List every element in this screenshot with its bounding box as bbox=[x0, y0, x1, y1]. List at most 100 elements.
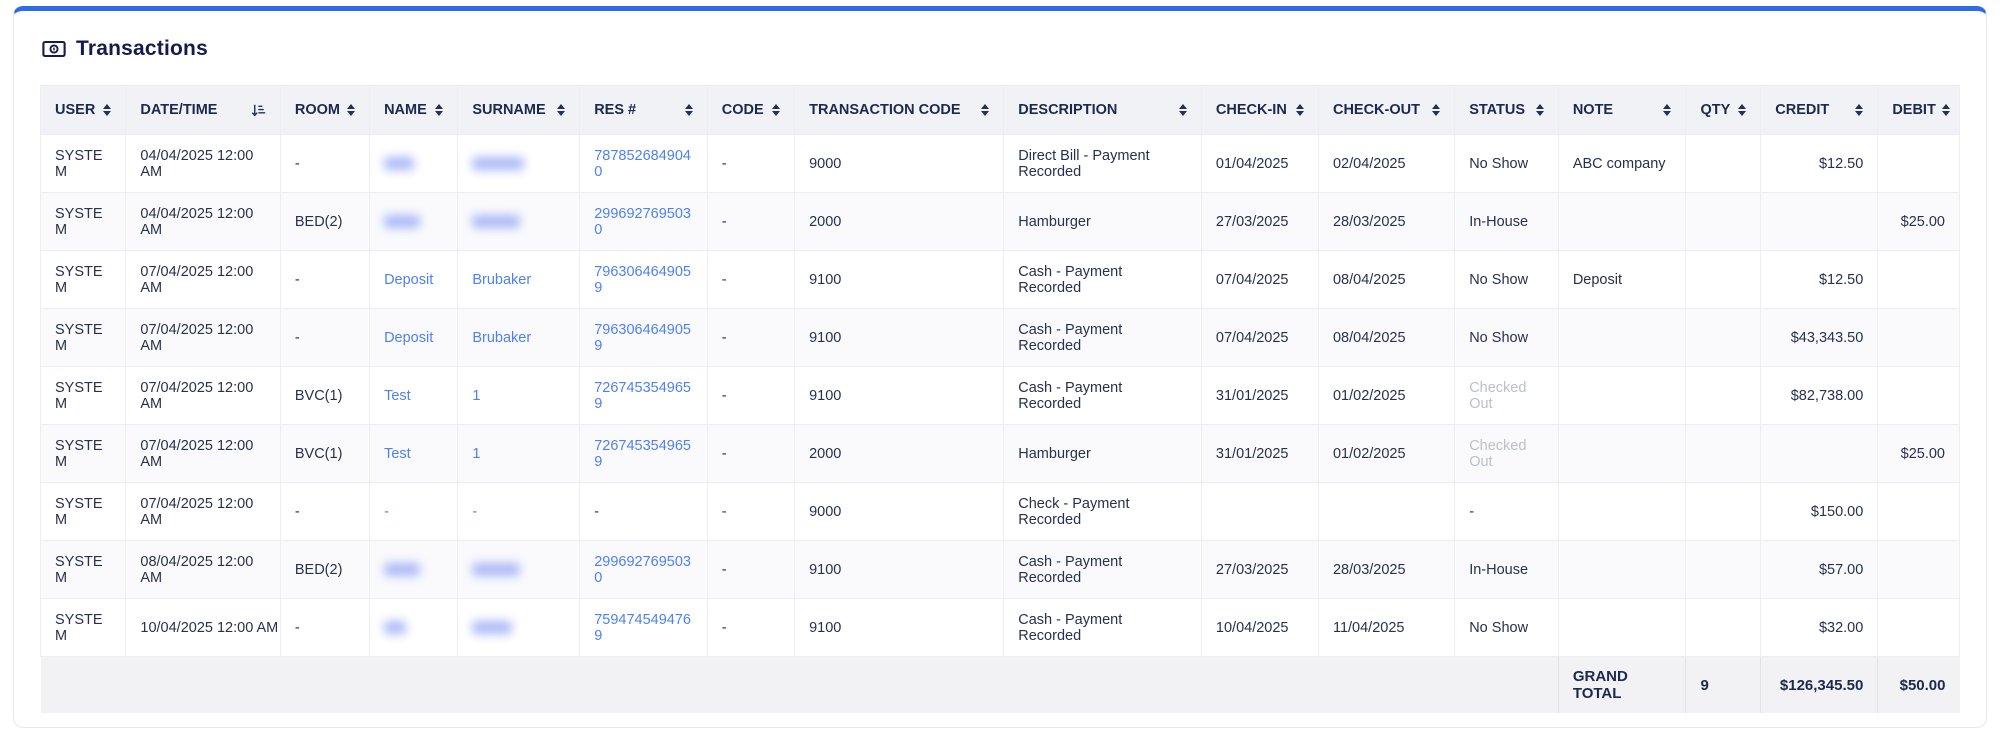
cell-text: SYSTEM bbox=[55, 321, 103, 354]
table-row: SYSTEM 04/04/2025 12:00 AM BED(2) 299692769… bbox=[39, 192, 1960, 251]
page-title: Transactions bbox=[76, 37, 208, 60]
cell-checkout: 02/04/2025 bbox=[1317, 134, 1456, 193]
cell-link[interactable]: 7963064649059 bbox=[594, 321, 691, 354]
redacted-link[interactable] bbox=[384, 621, 407, 635]
cell-res[interactable]: 7963064649059 bbox=[579, 308, 708, 367]
sort-icon[interactable] bbox=[103, 103, 112, 117]
cell-link[interactable]: 2996927695030 bbox=[594, 205, 691, 238]
redacted-link[interactable] bbox=[384, 157, 415, 171]
redacted-link[interactable] bbox=[472, 215, 521, 229]
cell-text: - bbox=[721, 155, 727, 172]
cell-credit: $12.50 bbox=[1760, 250, 1879, 309]
cell-name[interactable]: Test bbox=[369, 424, 459, 483]
cell-text: - bbox=[721, 503, 727, 520]
column-header-qty[interactable]: QTY bbox=[1685, 85, 1762, 135]
sort-icon[interactable] bbox=[1941, 103, 1950, 117]
sort-icon[interactable] bbox=[347, 103, 356, 117]
cell-checkout: 28/03/2025 bbox=[1317, 540, 1456, 599]
cell-surname[interactable]: 1 bbox=[457, 424, 581, 483]
column-header-user[interactable]: USER bbox=[39, 85, 127, 135]
column-header-code[interactable]: CODE bbox=[706, 85, 796, 135]
cell-link[interactable]: Test bbox=[384, 445, 411, 462]
cell-datetime: 07/04/2025 12:00 AM bbox=[125, 250, 281, 309]
cell-name[interactable]: Deposit bbox=[369, 250, 459, 309]
cell-name[interactable]: Test bbox=[369, 366, 459, 425]
cell-link[interactable]: 1 bbox=[472, 387, 481, 404]
cell-link[interactable]: 1 bbox=[472, 445, 481, 462]
sort-icon[interactable] bbox=[1178, 103, 1187, 117]
cell-datetime: 08/04/2025 12:00 AM bbox=[125, 540, 281, 599]
sort-icon[interactable] bbox=[684, 103, 693, 117]
cell-res[interactable]: 7267453549659 bbox=[579, 424, 708, 483]
column-header-res[interactable]: RES # bbox=[579, 85, 708, 135]
column-header-description[interactable]: DESCRIPTION bbox=[1003, 85, 1202, 135]
sort-icon[interactable] bbox=[1432, 103, 1441, 117]
cell-link[interactable]: 7594745494769 bbox=[594, 611, 691, 644]
cell-text: BVC(1) bbox=[294, 387, 343, 404]
column-header-checkin[interactable]: CHECK-IN bbox=[1200, 85, 1319, 135]
column-header-room[interactable]: ROOM bbox=[279, 85, 371, 135]
column-header-debit[interactable]: DEBIT bbox=[1877, 85, 1960, 135]
cell-link[interactable]: Test bbox=[384, 387, 411, 404]
cell-txcode: 9000 bbox=[794, 134, 1005, 193]
redacted-link[interactable] bbox=[472, 621, 513, 635]
redacted-link[interactable] bbox=[384, 215, 421, 229]
sort-icon[interactable] bbox=[1855, 103, 1864, 117]
cell-link[interactable]: 2996927695030 bbox=[594, 553, 691, 586]
cell-link[interactable]: Brubaker bbox=[472, 271, 532, 288]
cell-link[interactable]: - bbox=[384, 503, 389, 520]
sort-icon[interactable] bbox=[1295, 103, 1304, 117]
cell-surname[interactable]: Brubaker bbox=[457, 250, 581, 309]
column-header-surname[interactable]: SURNAME bbox=[457, 85, 581, 135]
cell-link[interactable]: 7267453549659 bbox=[594, 379, 691, 412]
cell-res[interactable]: 2996927695030 bbox=[579, 540, 708, 599]
cell-text: 07/04/2025 12:00 AM bbox=[140, 263, 254, 296]
sort-icon[interactable] bbox=[981, 103, 990, 117]
cell-description: Cash - Payment Recorded bbox=[1003, 308, 1202, 367]
column-header-credit[interactable]: CREDIT bbox=[1760, 85, 1879, 135]
cell-link[interactable]: 7878526849040 bbox=[594, 147, 691, 180]
column-header-name[interactable]: NAME bbox=[369, 85, 459, 135]
redacted-link[interactable] bbox=[472, 563, 521, 577]
redacted-link[interactable] bbox=[472, 157, 525, 171]
sort-icon[interactable] bbox=[1663, 103, 1672, 117]
column-header-datetime[interactable]: DATE/TIME bbox=[125, 85, 281, 135]
sort-icon[interactable] bbox=[435, 103, 444, 117]
cell-surname[interactable]: Brubaker bbox=[457, 308, 581, 367]
cell-res[interactable]: 7878526849040 bbox=[579, 134, 708, 193]
banknote-icon bbox=[42, 37, 66, 61]
cell-txcode: 2000 bbox=[794, 424, 1005, 483]
sort-descending-icon[interactable] bbox=[251, 103, 266, 118]
sort-icon[interactable] bbox=[1738, 103, 1747, 117]
cell-description: Hamburger bbox=[1003, 192, 1202, 251]
cell-datetime: 07/04/2025 12:00 AM bbox=[125, 366, 281, 425]
cell-res[interactable]: 2996927695030 bbox=[579, 192, 708, 251]
cell-user: SYSTEM bbox=[39, 540, 127, 599]
cell-link[interactable]: Deposit bbox=[384, 271, 434, 288]
cell-text: 08/04/2025 bbox=[1332, 271, 1406, 288]
cell-qty bbox=[1685, 308, 1762, 367]
cell-text: - bbox=[594, 503, 600, 520]
cell-res[interactable]: 7267453549659 bbox=[579, 366, 708, 425]
column-header-note[interactable]: NOTE bbox=[1557, 85, 1687, 135]
cell-link[interactable]: 7963064649059 bbox=[594, 263, 691, 296]
column-header-checkout[interactable]: CHECK-OUT bbox=[1317, 85, 1456, 135]
sort-icon[interactable] bbox=[557, 103, 566, 117]
cell-text: 08/04/2025 bbox=[1332, 329, 1406, 346]
cell-link[interactable]: 7267453549659 bbox=[594, 437, 691, 470]
column-header-status[interactable]: STATUS bbox=[1454, 85, 1559, 135]
cell-surname[interactable]: 1 bbox=[457, 366, 581, 425]
cell-res[interactable]: 7594745494769 bbox=[579, 598, 708, 657]
redacted-link[interactable] bbox=[384, 563, 421, 577]
sort-icon[interactable] bbox=[772, 103, 781, 117]
cell-link[interactable]: - bbox=[472, 503, 478, 520]
cell-name[interactable]: Deposit bbox=[369, 308, 459, 367]
column-header-txcode[interactable]: TRANSACTION CODE bbox=[794, 85, 1005, 135]
cell-res[interactable]: 7963064649059 bbox=[579, 250, 708, 309]
sort-icon[interactable] bbox=[1535, 103, 1544, 117]
cell-link[interactable]: Brubaker bbox=[472, 329, 532, 346]
cell-text: 9100 bbox=[809, 387, 842, 404]
cell-name[interactable]: - bbox=[369, 482, 459, 541]
cell-link[interactable]: Deposit bbox=[384, 329, 434, 346]
cell-surname[interactable]: - bbox=[457, 482, 581, 541]
